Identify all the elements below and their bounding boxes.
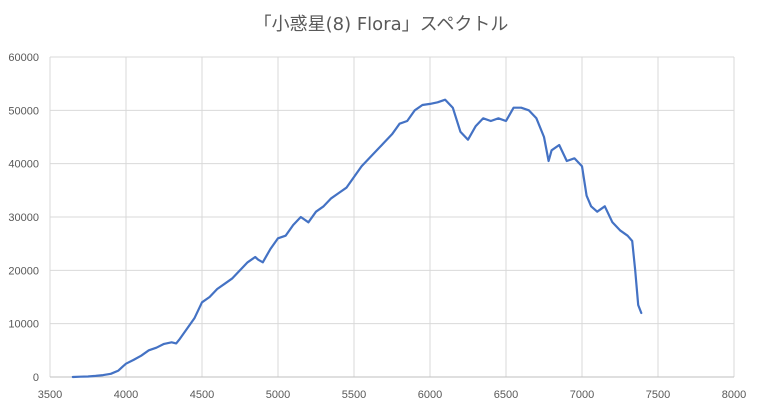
x-tick-label: 5500 bbox=[342, 389, 366, 401]
y-tick-label: 40000 bbox=[8, 159, 39, 171]
y-tick-label: 30000 bbox=[8, 212, 39, 224]
x-tick-label: 6500 bbox=[494, 389, 518, 401]
y-tick-label: 60000 bbox=[8, 52, 39, 64]
y-tick-label: 10000 bbox=[8, 319, 39, 331]
x-tick-label: 8000 bbox=[722, 389, 746, 401]
grid-lines bbox=[49, 56, 735, 378]
x-tick-label: 7500 bbox=[646, 389, 670, 401]
x-tick-label: 6000 bbox=[418, 389, 442, 401]
y-tick-label: 0 bbox=[33, 372, 39, 384]
x-tick-label: 4500 bbox=[190, 389, 214, 401]
chart-title: 「小惑星(8) Flora」スペクトル bbox=[253, 14, 509, 35]
tick-labels: 3500 4000 4500 5000 5500 6000 6500 7000 7500 8000… bbox=[8, 52, 746, 401]
x-tick-label: 5000 bbox=[266, 389, 290, 401]
series-line bbox=[71, 98, 643, 379]
y-tick-label: 50000 bbox=[8, 105, 39, 117]
x-tick-label: 4000 bbox=[114, 389, 138, 401]
x-tick-label: 3500 bbox=[38, 389, 62, 401]
x-tick-label: 7000 bbox=[570, 389, 594, 401]
y-tick-label: 20000 bbox=[8, 265, 39, 277]
series-layer bbox=[71, 98, 643, 379]
